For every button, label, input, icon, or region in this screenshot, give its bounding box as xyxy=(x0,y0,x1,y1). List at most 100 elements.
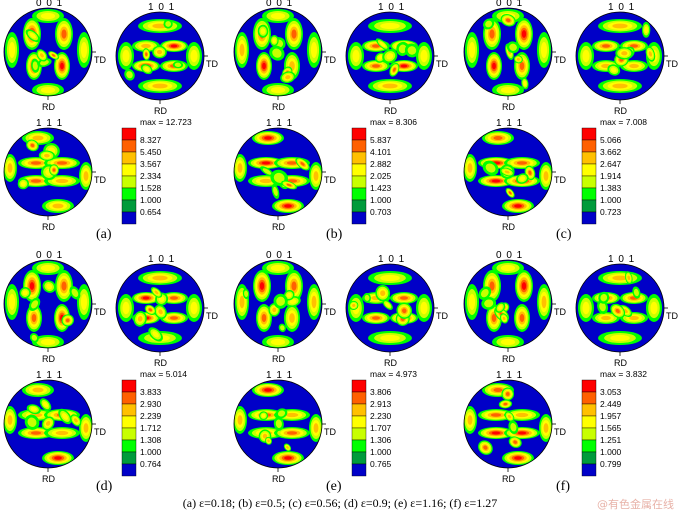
legend-level: 3.662 xyxy=(600,147,622,157)
legend-swatch xyxy=(351,175,367,189)
legend-level: 3.806 xyxy=(370,387,392,397)
td-axis-label: TD xyxy=(554,55,566,65)
legend-swatch xyxy=(581,199,597,213)
legend-swatch xyxy=(581,139,597,153)
legend-swatch xyxy=(351,391,367,405)
panel-label: (e) xyxy=(326,479,342,494)
legend-swatch xyxy=(581,187,597,201)
legend-swatch xyxy=(581,151,597,165)
rd-axis-label: RD xyxy=(42,354,55,364)
legend-swatch xyxy=(581,379,597,393)
pole-title: 1 0 1 xyxy=(608,254,635,265)
legend-max: max = 7.008 xyxy=(600,117,647,127)
legend-swatch xyxy=(351,151,367,165)
rd-axis-label: RD xyxy=(502,222,515,232)
rd-axis-label: RD xyxy=(502,474,515,484)
pole-figure: TD RD xyxy=(3,259,106,364)
legend-max: max = 5.014 xyxy=(140,369,187,379)
td-axis-label: TD xyxy=(94,175,106,185)
legend-swatch xyxy=(121,439,137,453)
legend-level: 1.000 xyxy=(600,447,622,457)
legend-swatch xyxy=(121,187,137,201)
pole-title: 1 1 1 xyxy=(496,370,523,381)
legend-level: 1.251 xyxy=(600,435,622,445)
rd-axis-label: RD xyxy=(502,102,515,112)
legend-level: 5.066 xyxy=(600,135,622,145)
legend-level: 0.764 xyxy=(140,459,162,469)
legend-swatch xyxy=(121,451,137,465)
legend-level: 1.914 xyxy=(600,171,622,181)
pole-figure: TD RD xyxy=(575,263,678,368)
legend-level: 1.707 xyxy=(370,423,392,433)
td-axis-label: TD xyxy=(666,59,678,69)
pole-title: 1 1 1 xyxy=(266,370,293,381)
td-axis-label: TD xyxy=(554,175,566,185)
legend-level: 2.647 xyxy=(600,159,622,169)
legend-max: max = 8.306 xyxy=(370,117,417,127)
legend-swatch xyxy=(351,187,367,201)
legend-level: 8.327 xyxy=(140,135,162,145)
legend-swatch xyxy=(581,175,597,189)
legend-level: 1.000 xyxy=(370,447,392,457)
legend-level: 1.565 xyxy=(600,423,622,433)
rd-axis-label: RD xyxy=(502,354,515,364)
legend-level: 4.101 xyxy=(370,147,392,157)
legend-level: 0.723 xyxy=(600,207,622,217)
color-legend: max = 3.832 3.053 2.449 1.957 1.565 1.251 1.00… xyxy=(581,369,647,477)
legend-swatch xyxy=(121,163,137,177)
pole-title: 1 0 1 xyxy=(608,2,635,13)
pole-figure: TD RD xyxy=(463,127,566,232)
rd-axis-label: RD xyxy=(42,102,55,112)
panel-label: (b) xyxy=(326,227,343,242)
pole-figure: TD RD xyxy=(233,7,336,112)
pole-title: 1 1 1 xyxy=(496,118,523,129)
panel-label: (c) xyxy=(556,227,572,242)
legend-level: 1.306 xyxy=(370,435,392,445)
td-axis-label: TD xyxy=(206,311,218,321)
pole-figure: TD RD xyxy=(575,11,678,116)
legend-max: max = 3.832 xyxy=(600,369,647,379)
legend-swatch xyxy=(121,199,137,213)
legend-swatch xyxy=(351,211,367,225)
legend-swatch xyxy=(351,199,367,213)
legend-level: 2.239 xyxy=(140,411,162,421)
td-axis-label: TD xyxy=(206,59,218,69)
td-axis-label: TD xyxy=(94,427,106,437)
pole-title: 1 1 1 xyxy=(36,118,63,129)
pole-figure: TD RD xyxy=(233,259,336,364)
td-axis-label: TD xyxy=(94,55,106,65)
pole-figure: TD RD xyxy=(115,263,218,368)
legend-level: 3.567 xyxy=(140,159,162,169)
color-legend: max = 5.014 3.833 2.930 2.239 1.712 1.308 1.00… xyxy=(121,369,187,477)
pole-title: 1 0 1 xyxy=(378,2,405,13)
legend-level: 1.000 xyxy=(600,195,622,205)
legend-level: 5.837 xyxy=(370,135,392,145)
legend-level: 2.882 xyxy=(370,159,392,169)
pole-title: 0 0 1 xyxy=(36,250,63,261)
rd-axis-label: RD xyxy=(154,358,167,368)
legend-swatch xyxy=(121,175,137,189)
legend-swatch xyxy=(351,163,367,177)
pole-title: 1 1 1 xyxy=(36,370,63,381)
pole-title: 0 0 1 xyxy=(36,0,63,9)
legend-swatch xyxy=(581,403,597,417)
legend-swatch xyxy=(121,427,137,441)
pole-title: 0 0 1 xyxy=(496,0,523,9)
rd-axis-label: RD xyxy=(42,474,55,484)
td-axis-label: TD xyxy=(94,307,106,317)
pole-figure: TD RD xyxy=(345,11,448,116)
rd-axis-label: RD xyxy=(384,358,397,368)
legend-swatch xyxy=(351,463,367,477)
legend-swatch xyxy=(121,463,137,477)
legend-swatch xyxy=(351,127,367,141)
legend-level: 1.383 xyxy=(600,183,622,193)
pole-title: 0 0 1 xyxy=(266,0,293,9)
color-legend: max = 8.306 5.837 4.101 2.882 2.025 1.423 1.00… xyxy=(351,117,417,225)
legend-swatch xyxy=(351,439,367,453)
panel-label: (d) xyxy=(96,479,113,494)
td-axis-label: TD xyxy=(554,307,566,317)
color-legend: max = 7.008 5.066 3.662 2.647 1.914 1.383 1.00… xyxy=(581,117,647,225)
